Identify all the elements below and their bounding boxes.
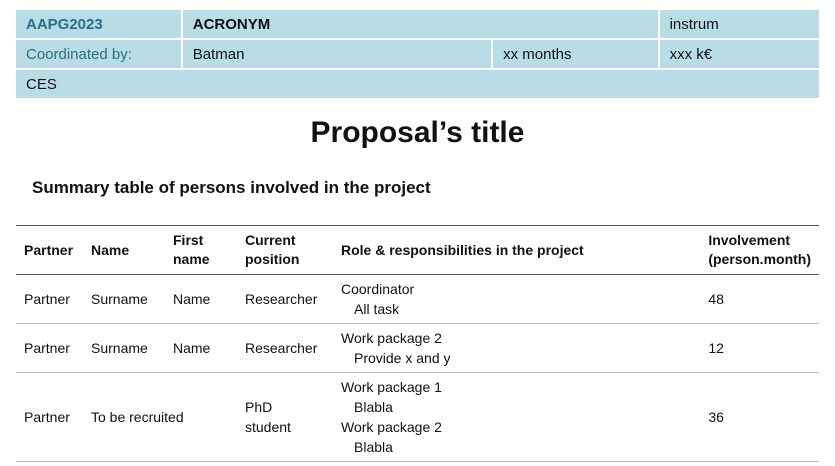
cell-partner: Partner <box>16 372 83 462</box>
cell-name: Surname <box>83 323 165 373</box>
table-header-row: Partner Name First name Current position R… <box>16 225 819 275</box>
role-task: All task <box>354 301 400 317</box>
cell-first-name: Name <box>165 323 237 373</box>
proposal-title: Proposal’s title <box>310 116 525 149</box>
role-title: Work package 1 <box>341 379 442 395</box>
cell-name: To be recruited <box>83 372 237 462</box>
coordinator-name: Batman <box>182 40 494 70</box>
table-row: Partner Surname Name Researcher Coordina… <box>16 274 819 324</box>
cell-position: Researcher <box>237 274 333 324</box>
col-first-name: First name <box>165 225 237 275</box>
cell-involvement: 48 <box>700 274 819 324</box>
role-title: Coordinator <box>341 281 415 297</box>
table-row: Partner Surname Name Researcher Work pac… <box>16 323 819 373</box>
cell-partner: Partner <box>16 274 83 324</box>
budget: xxx k€ <box>659 40 819 70</box>
role-task: Blabla <box>354 399 393 415</box>
role-title: Work package 2 <box>341 330 442 346</box>
col-position: Current position <box>237 225 333 275</box>
col-involvement: Involvement (person.month) <box>700 225 819 275</box>
cell-partner: Partner <box>16 323 83 373</box>
cell-position: Researcher <box>237 323 333 373</box>
proposal-header: AAPG2023 ACRONYM instrum Coordinated by:… <box>16 10 819 98</box>
col-role: Role & responsibilities in the project <box>333 225 701 275</box>
instrument: instrum <box>659 10 819 40</box>
role-task: Provide x and y <box>354 350 451 366</box>
cell-position: PhD student <box>237 372 333 462</box>
persons-table: Partner Name First name Current position R… <box>16 225 819 462</box>
col-name: Name <box>83 225 165 275</box>
coordinated-label: Coordinated by: <box>16 40 183 70</box>
col-partner: Partner <box>16 225 83 275</box>
cell-name: Surname <box>83 274 165 324</box>
cell-role: Work package 2 Provide x and y <box>333 323 701 373</box>
cell-role: Coordinator All task <box>333 274 701 324</box>
cell-role: Work package 1 Blabla Work package 2 Bla… <box>333 372 701 462</box>
cell-involvement: 12 <box>700 323 819 373</box>
role-title: Work package 2 <box>341 419 442 435</box>
table-row: Partner To be recruited PhD student Work… <box>16 372 819 462</box>
call-code: AAPG2023 <box>16 10 183 40</box>
cell-first-name: Name <box>165 274 237 324</box>
role-task: Blabla <box>354 439 393 455</box>
acronym: ACRONYM <box>182 10 660 40</box>
cell-involvement: 36 <box>700 372 819 462</box>
panel: CES <box>16 70 819 98</box>
section-heading: Summary table of persons involved in the… <box>32 178 431 197</box>
duration: xx months <box>493 40 660 70</box>
